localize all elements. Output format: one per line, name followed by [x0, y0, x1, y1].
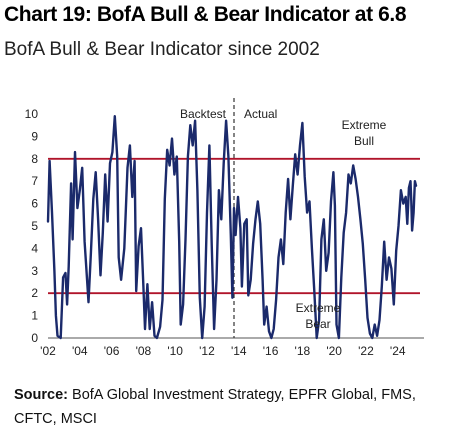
y-tick-label: 3 — [31, 264, 38, 278]
x-axis: '02 '04 '06 '08 '10 '12 '14 '16 '18 '20 '22 '24 — [40, 337, 424, 358]
x-tick-label: '04 — [72, 344, 88, 358]
y-tick-label: 1 — [31, 309, 38, 323]
x-tick-label: '24 — [390, 344, 406, 358]
line-chart: 0 1 2 3 4 5 6 7 8 9 10 '02 '04 '06 '08 '10 '12 '14 '16 '18… — [25, 98, 424, 358]
y-tick-label: 10 — [25, 107, 39, 121]
extreme-bear-label: Extreme — [296, 301, 341, 315]
y-tick-label: 0 — [31, 331, 38, 345]
source-text: BofA Global Investment Strategy, EPFR Gl… — [14, 387, 416, 427]
chart-subtitle: BofA Bull & Bear Indicator since 2002 — [4, 39, 320, 60]
y-tick-label: 7 — [31, 174, 38, 188]
x-tick-label: '22 — [358, 344, 374, 358]
x-tick-label: '20 — [326, 344, 342, 358]
extreme-bull-label: Extreme — [342, 118, 387, 132]
y-tick-label: 4 — [31, 241, 38, 255]
x-tick-label: '12 — [199, 344, 215, 358]
series-group — [46, 115, 418, 340]
annotations: Backtest Actual Extreme Bull Extreme Bear — [180, 107, 387, 331]
source-label: Source: — [14, 387, 68, 403]
y-tick-label: 2 — [31, 286, 38, 300]
y-axis: 0 1 2 3 4 5 6 7 8 9 10 — [25, 107, 39, 345]
x-tick-label: '06 — [104, 344, 120, 358]
y-tick-label: 9 — [31, 129, 38, 143]
x-tick-label: '02 — [40, 344, 56, 358]
actual-label: Actual — [244, 107, 277, 121]
x-tick-label: '16 — [263, 344, 279, 358]
x-tick-label: '18 — [295, 344, 311, 358]
chart-title: Chart 19: BofA Bull & Bear Indicator at … — [4, 3, 407, 26]
backtest-label: Backtest — [180, 107, 227, 121]
y-tick-label: 5 — [31, 219, 38, 233]
y-tick-label: 6 — [31, 197, 38, 211]
x-tick-label: '14 — [231, 344, 247, 358]
y-tick-label: 8 — [31, 152, 38, 166]
source-note: Source: BofA Global Investment Strategy,… — [14, 383, 444, 431]
x-tick-label: '10 — [167, 344, 183, 358]
extreme-bear-label: Bear — [305, 317, 330, 331]
x-tick-label: '08 — [136, 344, 152, 358]
extreme-bull-label: Bull — [354, 134, 374, 148]
series-line — [46, 115, 418, 340]
